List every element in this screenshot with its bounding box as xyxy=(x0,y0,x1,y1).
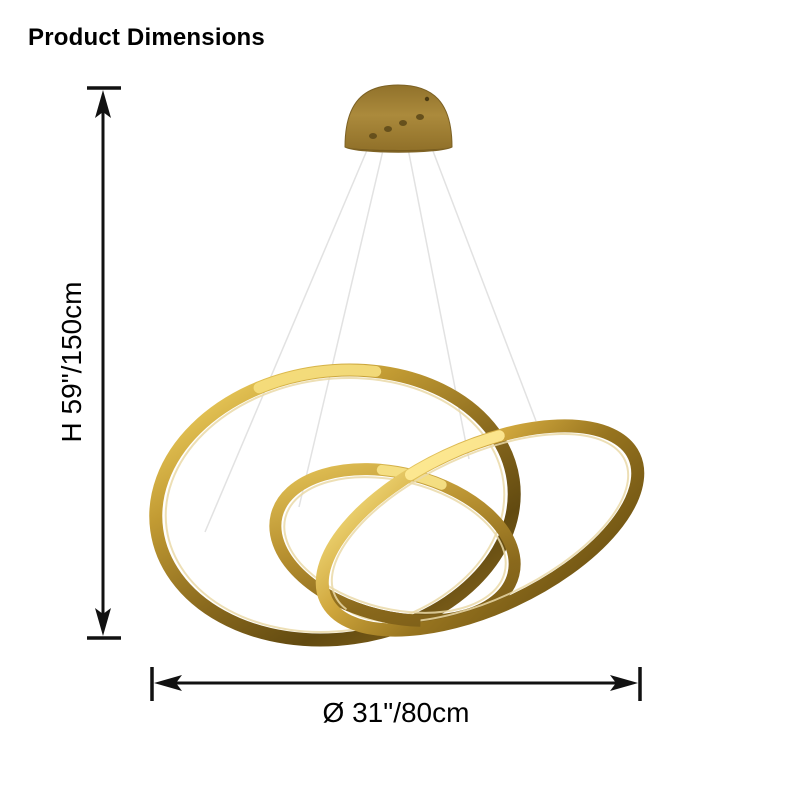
cable-2 xyxy=(298,128,389,508)
arrow-down-icon xyxy=(95,608,111,636)
small-ring-overlap-segment xyxy=(269,463,521,627)
cable-hole-2 xyxy=(384,126,392,132)
canopy-screw-dot xyxy=(424,96,430,102)
medium-ring xyxy=(315,419,645,637)
arrow-left-icon xyxy=(154,675,182,691)
arrow-right-icon xyxy=(610,675,638,691)
page-title: Product Dimensions xyxy=(28,24,265,51)
diameter-dimension-label: Ø 31"/80cm xyxy=(322,697,470,728)
large-ring-specular-highlight xyxy=(150,364,520,646)
medium-ring-specular-highlight xyxy=(316,420,644,636)
cable-hole-1 xyxy=(369,133,377,139)
canopy-cable-holes xyxy=(369,114,424,139)
dimension-diameter xyxy=(150,667,642,701)
medium-ring-led-glow xyxy=(330,433,630,623)
dimension-height xyxy=(87,86,121,640)
canopy-bottom-rim xyxy=(345,147,452,152)
arrow-up-icon xyxy=(95,90,111,118)
cable-hole-3 xyxy=(399,120,407,126)
cable-4 xyxy=(419,116,537,422)
cable-1 xyxy=(204,135,374,533)
medium-ring-tube xyxy=(315,419,645,637)
ceiling-canopy xyxy=(344,84,453,153)
cable-3 xyxy=(402,122,470,460)
canopy-dome xyxy=(344,84,453,153)
height-dimension-label: H 59"/150cm xyxy=(56,281,87,443)
cable-hole-4 xyxy=(416,114,424,120)
small-ring-weave-overlap xyxy=(269,463,521,627)
